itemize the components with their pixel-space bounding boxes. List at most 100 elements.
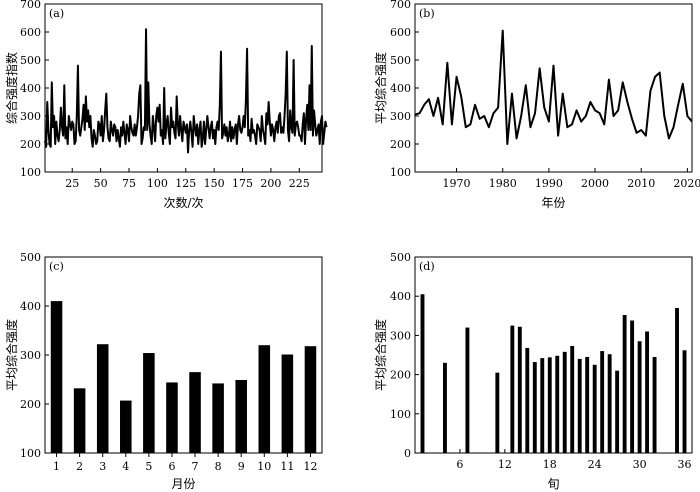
series-line-0 [414, 29, 693, 145]
y-tick-label: 100 [20, 447, 41, 460]
plot-frame [44, 256, 323, 454]
y-tick-label: 700 [20, 0, 41, 11]
panel-b: 100 200 300 400 500 600 700 1970 1980 1990 2000 201… [373, 0, 700, 210]
y-axis-title: 平均综合强度 [373, 319, 388, 391]
bar-5 [143, 353, 155, 453]
y-tick-label: 600 [390, 26, 411, 39]
y-tick-label: 500 [20, 251, 41, 264]
bar-18 [547, 357, 552, 453]
bar-1 [420, 294, 425, 453]
x-tick-label: 25 [65, 177, 79, 190]
x-tick-label: 10 [257, 460, 271, 473]
x-axis-title: 旬 [547, 477, 559, 491]
plot-frame [414, 256, 693, 454]
bar-8 [212, 383, 224, 453]
x-tick-label: 4 [122, 460, 129, 473]
x-tick-label: 125 [175, 177, 196, 190]
x-tick-label: 12 [498, 458, 512, 471]
x-axis-title: 年份 [541, 196, 565, 210]
bar-16 [532, 362, 537, 453]
bar-2 [73, 388, 86, 453]
y-axis-title: 平均综合强度 [373, 52, 388, 124]
bar-7 [189, 372, 201, 453]
x-tick-label: 200 [260, 177, 281, 190]
x-axis-title: 次数/次 [163, 195, 203, 210]
y-tick-label: 500 [20, 54, 41, 67]
bar-3 [96, 344, 109, 453]
bar-14 [517, 326, 522, 453]
x-tick-label: 12 [303, 460, 317, 473]
y-tick-label: 400 [20, 82, 41, 95]
plot-frame [44, 3, 323, 173]
bar-4 [443, 362, 447, 453]
panel-label: (d) [419, 260, 435, 273]
bar-6 [166, 382, 178, 453]
bar-36 [682, 350, 687, 453]
x-tick-label: 36 [678, 458, 692, 471]
x-tick-label: 6 [168, 460, 175, 473]
bar-9 [235, 379, 247, 453]
bar-35 [675, 307, 679, 453]
bar-28 [622, 315, 627, 453]
bar-17 [540, 358, 545, 453]
bar-12 [304, 346, 317, 453]
x-tick-label: 30 [633, 458, 647, 471]
x-tick-label: 5 [145, 460, 152, 473]
bar-32 [652, 356, 657, 453]
y-tick-label: 300 [20, 349, 41, 362]
bar-21 [570, 345, 575, 453]
y-tick-label: 300 [390, 110, 411, 123]
y-axis-title: 平均综合强度 [4, 319, 19, 391]
bar-22 [577, 358, 582, 453]
x-tick-label: 7 [192, 460, 199, 473]
bar-25 [600, 351, 605, 453]
bar-19 [555, 355, 560, 453]
bar-30 [637, 341, 642, 453]
y-tick-label: 200 [390, 138, 411, 151]
y-tick-label: 500 [390, 251, 411, 264]
x-axis-title: 月份 [171, 477, 195, 491]
bar-24 [592, 364, 597, 453]
bar-11 [281, 354, 294, 453]
y-tick-label: 100 [20, 166, 41, 179]
x-tick-label: 2000 [581, 177, 609, 190]
panel-label: (b) [419, 7, 435, 20]
x-tick-label: 6 [456, 458, 463, 471]
y-tick-label: 600 [20, 26, 41, 39]
bar-10 [258, 345, 271, 453]
series-line-0 [44, 28, 328, 154]
bar-11 [495, 372, 500, 453]
bar-29 [630, 320, 635, 453]
y-tick-label: 200 [20, 138, 41, 151]
bar-13 [510, 325, 515, 453]
y-tick-label: 200 [390, 369, 411, 382]
x-tick-label: 100 [147, 177, 168, 190]
y-tick-label: 500 [390, 54, 411, 67]
panel-d: 0 100 200 300 400 500 6 12 18 24 30 36 (d) 旬 平均综合强度 [373, 251, 693, 491]
bar-7 [465, 327, 470, 453]
bar-15 [525, 347, 530, 453]
bar-26 [607, 354, 612, 453]
x-tick-label: 9 [238, 460, 245, 473]
x-tick-label: 2010 [627, 177, 655, 190]
y-tick-label: 100 [390, 166, 411, 179]
panel-label: (a) [49, 7, 64, 20]
panel-label: (c) [49, 260, 64, 273]
x-tick-label: 1980 [489, 177, 517, 190]
x-tick-label: 1970 [443, 177, 471, 190]
y-tick-label: 200 [20, 398, 41, 411]
y-tick-label: 0 [404, 447, 411, 460]
bar-4 [120, 400, 132, 453]
bar-1 [50, 301, 63, 453]
bar-23 [585, 356, 590, 453]
y-tick-label: 400 [390, 82, 411, 95]
bar-20 [562, 351, 567, 453]
x-tick-label: 1990 [535, 177, 563, 190]
x-tick-label: 2020 [673, 177, 700, 190]
y-tick-label: 400 [20, 300, 41, 313]
x-tick-label: 18 [543, 458, 557, 471]
x-tick-label: 75 [122, 177, 136, 190]
x-tick-label: 3 [99, 460, 106, 473]
